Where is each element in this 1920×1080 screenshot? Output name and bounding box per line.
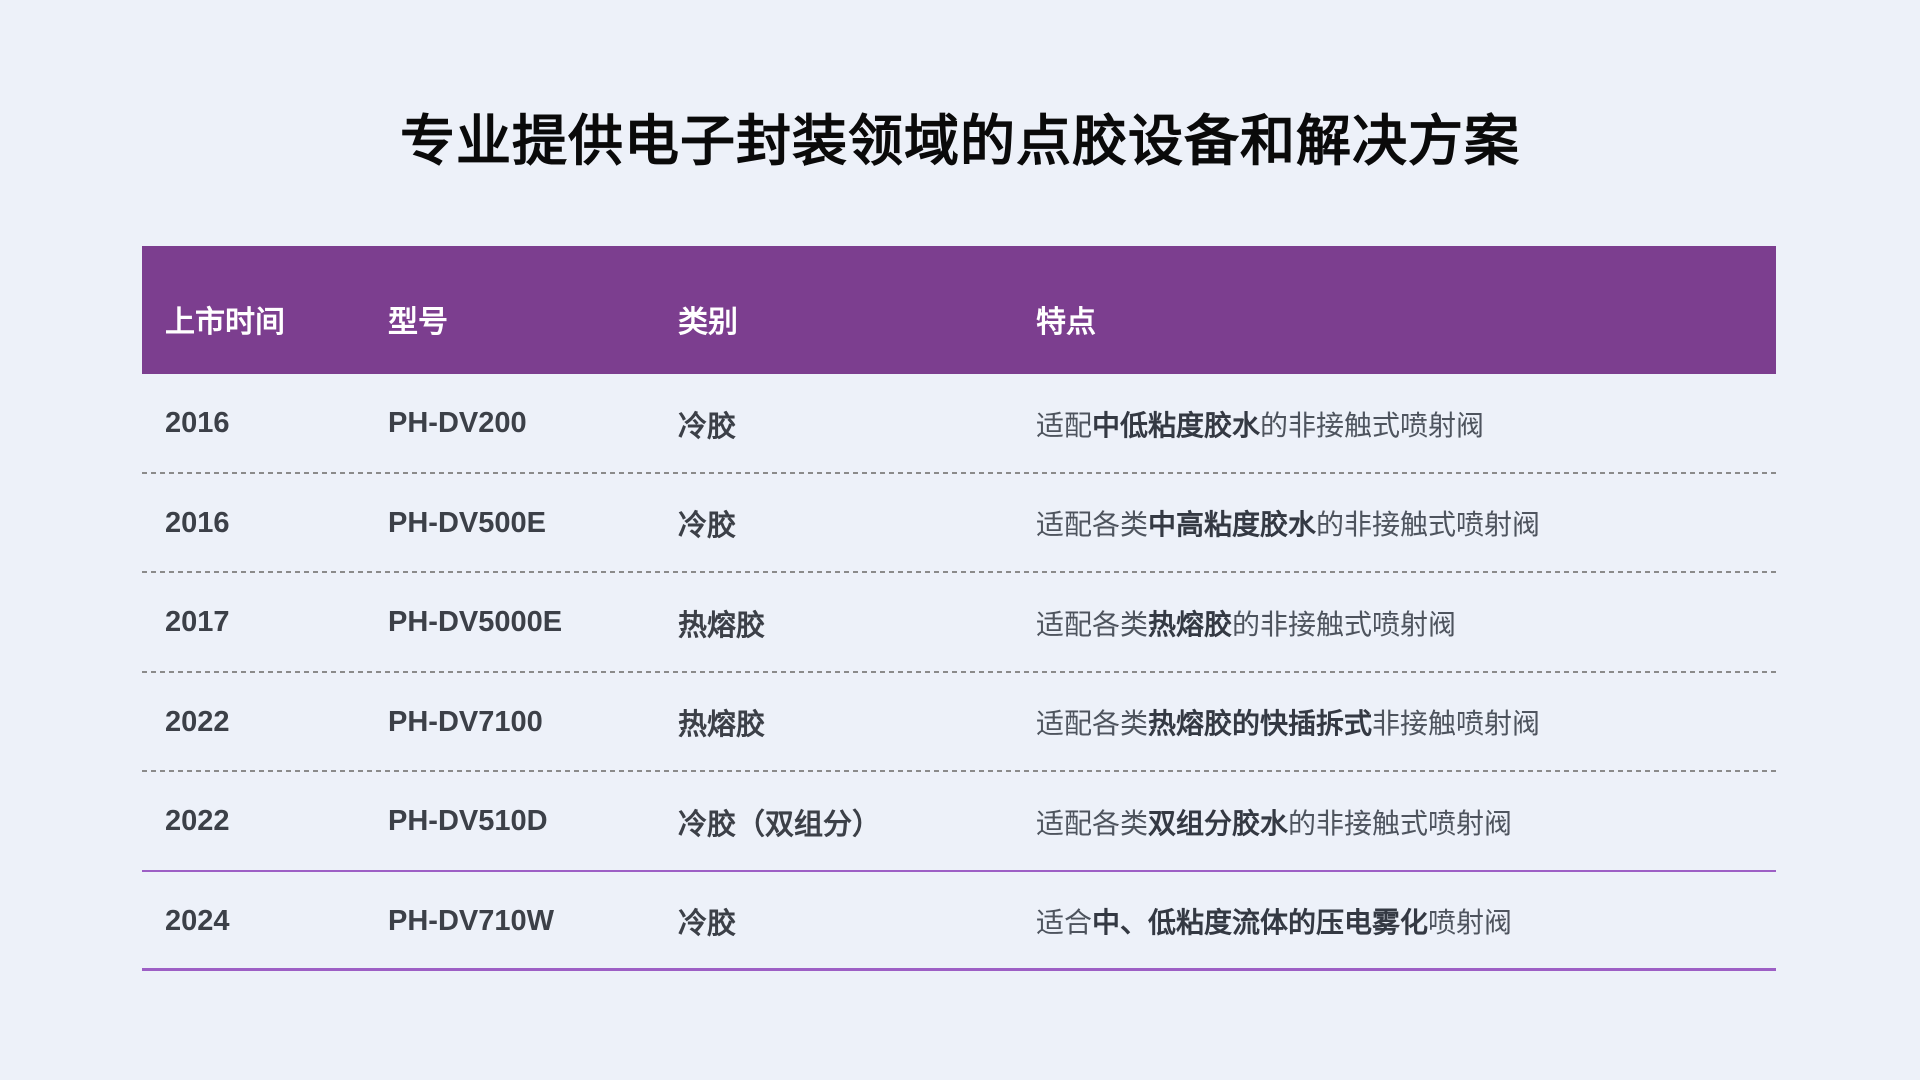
feature-highlight: 中高粘度胶水 — [1148, 509, 1317, 541]
cell-category: 冷胶 — [678, 908, 737, 941]
feature-highlight: 中低粘度胶水 — [1092, 409, 1261, 441]
feature-text: 适配各类 — [1036, 708, 1149, 740]
cell-year: 2024 — [165, 904, 230, 937]
cell-category: 冷胶 — [678, 410, 737, 443]
table-row: 2016 PH-DV500E 冷胶 适配各类中高粘度胶水的非接触式喷射阀 — [142, 474, 1776, 574]
cell-category: 冷胶（双组分） — [678, 808, 882, 841]
table-row: 2017 PH-DV5000E 热熔胶 适配各类热熔胶的非接触式喷射阀 — [142, 573, 1776, 673]
cell-feature: 适配各类热熔胶的快插拆式非接触喷射阀 — [1036, 702, 1776, 742]
cell-year: 2016 — [165, 407, 230, 440]
cell-model: PH-DV5000E — [388, 606, 563, 639]
table-row: 2024 PH-DV710W 冷胶 适合中、低粘度流体的压电雾化喷射阀 — [142, 872, 1776, 972]
feature-text: 的非接触式喷射阀 — [1232, 608, 1457, 640]
cell-category: 热熔胶 — [678, 709, 766, 742]
cell-model: PH-DV510D — [388, 805, 548, 838]
header-category: 类别 — [678, 306, 738, 339]
feature-text: 适配各类 — [1036, 509, 1149, 541]
page-title: 专业提供电子封装领域的点胶设备和解决方案 — [399, 110, 1520, 172]
cell-feature: 适配中低粘度胶水的非接触式喷射阀 — [1036, 404, 1776, 444]
cell-year: 2022 — [165, 805, 230, 838]
feature-text: 适配 — [1036, 409, 1093, 441]
feature-highlight: 双组分胶水 — [1148, 807, 1289, 839]
feature-text: 非接触喷射阀 — [1372, 708, 1541, 740]
feature-text: 适配各类 — [1036, 807, 1149, 839]
cell-year: 2017 — [165, 606, 230, 639]
cell-model: PH-DV500E — [388, 506, 546, 539]
cell-category: 热熔胶 — [678, 609, 766, 642]
cell-feature: 适配各类双组分胶水的非接触式喷射阀 — [1036, 802, 1776, 842]
header-features: 特点 — [1036, 306, 1096, 339]
cell-category: 冷胶 — [678, 510, 737, 543]
feature-highlight: 中、低粘度流体的压电雾化 — [1092, 907, 1429, 939]
feature-highlight: 热熔胶 — [1148, 608, 1233, 640]
feature-text: 适合 — [1036, 907, 1093, 939]
product-table: 上市时间 型号 类别 特点 2016 PH-DV200 冷胶 适配中低粘度胶水的… — [142, 246, 1776, 971]
cell-model: PH-DV7100 — [388, 705, 543, 738]
cell-year: 2022 — [165, 705, 230, 738]
feature-text: 的非接触式喷射阀 — [1316, 509, 1541, 541]
table-row: 2022 PH-DV7100 热熔胶 适配各类热熔胶的快插拆式非接触喷射阀 — [142, 673, 1776, 773]
feature-text: 的非接触式喷射阀 — [1288, 807, 1513, 839]
feature-text: 适配各类 — [1036, 608, 1149, 640]
header-model: 型号 — [388, 306, 448, 339]
feature-highlight: 热熔胶的快插拆式 — [1148, 708, 1373, 740]
cell-feature: 适合中、低粘度流体的压电雾化喷射阀 — [1036, 901, 1776, 941]
table-header-row: 上市时间 型号 类别 特点 — [142, 246, 1776, 374]
table-row: 2016 PH-DV200 冷胶 适配中低粘度胶水的非接触式喷射阀 — [142, 374, 1776, 474]
cell-feature: 适配各类中高粘度胶水的非接触式喷射阀 — [1036, 503, 1776, 543]
cell-year: 2016 — [165, 506, 230, 539]
cell-model: PH-DV710W — [388, 904, 554, 937]
cell-model: PH-DV200 — [388, 407, 527, 440]
table-row: 2022 PH-DV510D 冷胶（双组分） 适配各类双组分胶水的非接触式喷射阀 — [142, 772, 1776, 872]
feature-text: 的非接触式喷射阀 — [1260, 409, 1485, 441]
table-body: 2016 PH-DV200 冷胶 适配中低粘度胶水的非接触式喷射阀 2016 P… — [142, 374, 1776, 971]
feature-text: 喷射阀 — [1428, 907, 1513, 939]
header-launch-time: 上市时间 — [165, 306, 285, 339]
cell-feature: 适配各类热熔胶的非接触式喷射阀 — [1036, 603, 1776, 643]
